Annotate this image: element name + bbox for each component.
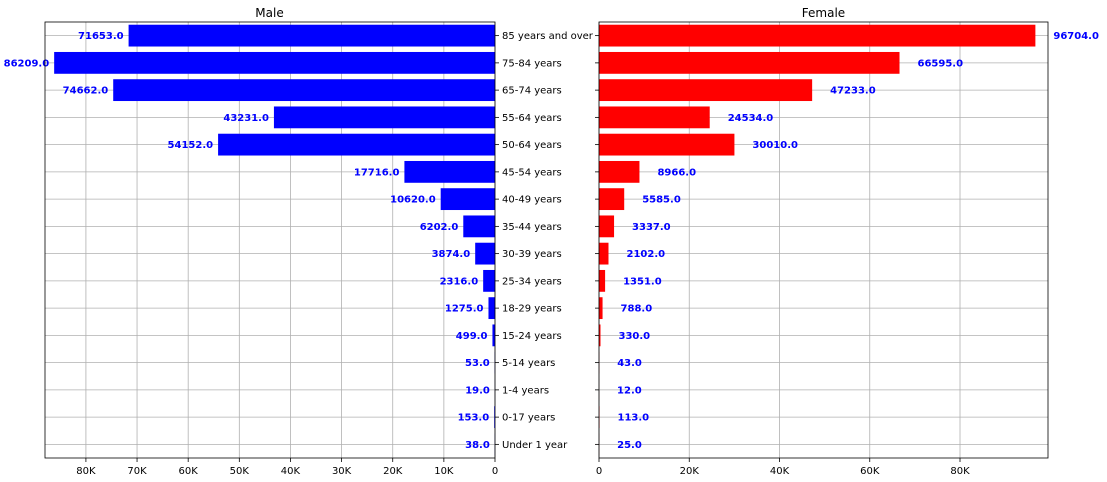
female-bar bbox=[599, 51, 900, 74]
male-axes-frame bbox=[44, 21, 496, 459]
female-data-label: 96704.0 bbox=[1053, 31, 1099, 42]
male-bar bbox=[463, 215, 495, 238]
male-x-tick-label: 60K bbox=[179, 466, 199, 477]
female-bar bbox=[599, 24, 1036, 47]
male-bar bbox=[492, 324, 495, 347]
male-data-label: 38.0 bbox=[465, 440, 490, 451]
category-label: 0-17 years bbox=[502, 413, 555, 424]
female-data-label: 5585.0 bbox=[642, 195, 681, 206]
female-data-label: 66595.0 bbox=[918, 58, 964, 69]
female-axes-frame bbox=[598, 21, 1049, 459]
female-panel-title: Female bbox=[802, 6, 845, 20]
male-x-tick-label: 10K bbox=[434, 466, 454, 477]
male-panel-title: Male bbox=[255, 6, 283, 20]
category-label: 55-64 years bbox=[502, 113, 562, 124]
female-bar bbox=[599, 106, 710, 129]
category-label: 45-54 years bbox=[502, 167, 562, 178]
female-bar bbox=[599, 242, 609, 265]
category-label: 85 years and over bbox=[502, 31, 594, 42]
male-bar bbox=[404, 160, 495, 183]
category-label: 40-49 years bbox=[502, 195, 562, 206]
female-data-label: 12.0 bbox=[617, 385, 642, 396]
category-label: 35-44 years bbox=[502, 222, 562, 233]
female-data-label: 43.0 bbox=[617, 358, 642, 369]
category-label: 15-24 years bbox=[502, 331, 562, 342]
male-data-label: 3874.0 bbox=[432, 249, 471, 260]
category-label: 50-64 years bbox=[502, 140, 562, 151]
male-x-tick-label: 30K bbox=[332, 466, 352, 477]
male-data-label: 53.0 bbox=[465, 358, 490, 369]
male-bar bbox=[273, 106, 495, 129]
male-data-label: 43231.0 bbox=[223, 113, 269, 124]
male-data-label: 54152.0 bbox=[168, 140, 214, 151]
female-bar bbox=[599, 269, 606, 292]
category-label: 18-29 years bbox=[502, 304, 562, 315]
female-bar bbox=[599, 324, 601, 347]
category-label: 25-34 years bbox=[502, 276, 562, 287]
male-data-label: 6202.0 bbox=[420, 222, 459, 233]
female-x-tick-label: 80K bbox=[950, 466, 970, 477]
category-label: 1-4 years bbox=[502, 385, 549, 396]
male-data-label: 71653.0 bbox=[78, 31, 124, 42]
female-data-label: 113.0 bbox=[618, 413, 650, 424]
category-label: 5-14 years bbox=[502, 358, 555, 369]
female-data-label: 1351.0 bbox=[623, 276, 662, 287]
female-bar bbox=[599, 160, 640, 183]
male-data-label: 2316.0 bbox=[440, 276, 479, 287]
female-x-tick-label: 20K bbox=[680, 466, 700, 477]
female-data-label: 8966.0 bbox=[657, 167, 696, 178]
female-bar bbox=[599, 215, 615, 238]
male-x-tick-label: 40K bbox=[281, 466, 301, 477]
male-data-label: 74662.0 bbox=[63, 86, 109, 97]
male-data-label: 19.0 bbox=[465, 385, 490, 396]
male-data-label: 1275.0 bbox=[445, 304, 484, 315]
male-bar bbox=[475, 242, 495, 265]
category-label: Under 1 year bbox=[502, 440, 568, 451]
male-bar bbox=[54, 51, 496, 74]
female-bar bbox=[599, 133, 735, 156]
male-data-label: 153.0 bbox=[458, 413, 490, 424]
female-data-label: 3337.0 bbox=[632, 222, 671, 233]
female-data-label: 2102.0 bbox=[626, 249, 665, 260]
female-data-label: 788.0 bbox=[621, 304, 653, 315]
female-bar bbox=[599, 79, 813, 102]
male-data-label: 86209.0 bbox=[4, 58, 50, 69]
female-x-tick-label: 40K bbox=[770, 466, 790, 477]
male-bar bbox=[128, 24, 495, 47]
female-bar bbox=[599, 188, 625, 211]
male-data-label: 17716.0 bbox=[354, 167, 400, 178]
male-x-tick-label: 20K bbox=[383, 466, 403, 477]
male-x-tick-label: 80K bbox=[76, 466, 96, 477]
category-label: 75-84 years bbox=[502, 58, 562, 69]
female-data-label: 30010.0 bbox=[752, 140, 798, 151]
male-x-tick-label: 50K bbox=[230, 466, 250, 477]
female-data-label: 25.0 bbox=[617, 440, 642, 451]
male-bar bbox=[483, 269, 495, 292]
male-bar bbox=[218, 133, 495, 156]
female-data-label: 330.0 bbox=[618, 331, 650, 342]
male-x-tick-label: 0 bbox=[492, 466, 498, 477]
female-bar bbox=[599, 297, 603, 320]
female-data-label: 47233.0 bbox=[830, 86, 876, 97]
female-x-tick-label: 60K bbox=[860, 466, 880, 477]
male-bar bbox=[440, 188, 495, 211]
female-x-tick-label: 0 bbox=[596, 466, 602, 477]
category-label: 30-39 years bbox=[502, 249, 562, 260]
male-x-tick-label: 70K bbox=[127, 466, 147, 477]
female-data-label: 24534.0 bbox=[728, 113, 774, 124]
male-data-label: 499.0 bbox=[456, 331, 488, 342]
category-label: 65-74 years bbox=[502, 86, 562, 97]
male-data-label: 10620.0 bbox=[390, 195, 436, 206]
male-bar bbox=[113, 79, 495, 102]
male-bar bbox=[488, 297, 495, 320]
